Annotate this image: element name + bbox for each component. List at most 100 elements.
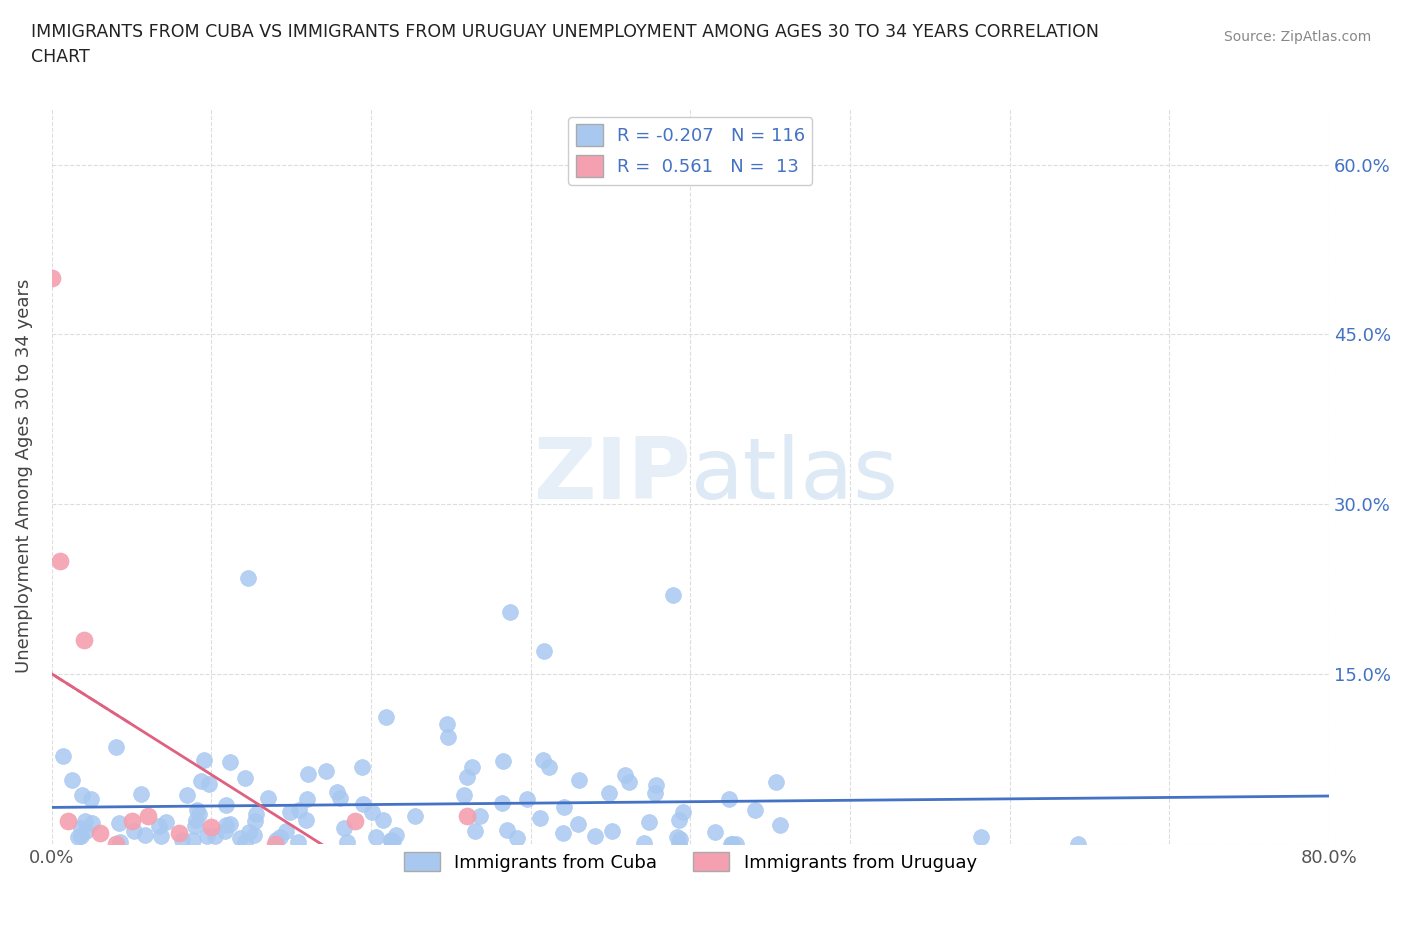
Point xyxy=(765,775,787,790)
Point xyxy=(56,814,79,829)
Point xyxy=(238,570,260,585)
Point xyxy=(382,833,405,848)
Point xyxy=(136,808,159,823)
Point xyxy=(190,774,212,789)
Point xyxy=(344,814,367,829)
Point xyxy=(375,710,398,724)
Point xyxy=(470,809,492,824)
Point xyxy=(41,271,63,286)
Point xyxy=(184,818,207,833)
Point xyxy=(214,824,236,839)
Point xyxy=(108,816,131,830)
Point xyxy=(703,825,725,840)
Point xyxy=(245,807,267,822)
Point xyxy=(744,803,766,817)
Point xyxy=(537,760,560,775)
Point xyxy=(516,791,538,806)
Point xyxy=(124,823,146,838)
Point xyxy=(187,806,209,821)
Point xyxy=(583,829,606,844)
Point xyxy=(1067,836,1090,851)
Point xyxy=(105,739,128,754)
Text: IMMIGRANTS FROM CUBA VS IMMIGRANTS FROM URUGUAY UNEMPLOYMENT AMONG AGES 30 TO 34: IMMIGRANTS FROM CUBA VS IMMIGRANTS FROM … xyxy=(31,23,1099,41)
Point xyxy=(613,767,636,782)
Point xyxy=(48,553,70,568)
Point xyxy=(238,824,260,839)
Point xyxy=(461,760,484,775)
Point xyxy=(721,836,744,851)
Point xyxy=(360,804,382,819)
Point xyxy=(200,819,222,834)
Point xyxy=(352,797,374,812)
Point xyxy=(80,792,103,807)
Point xyxy=(598,785,620,800)
Point xyxy=(204,829,226,844)
Point xyxy=(219,754,242,769)
Point xyxy=(269,830,291,844)
Text: ZIP: ZIP xyxy=(533,434,690,517)
Point xyxy=(66,830,89,844)
Point xyxy=(235,770,257,785)
Point xyxy=(274,824,297,839)
Point xyxy=(529,810,551,825)
Point xyxy=(373,813,395,828)
Point xyxy=(380,833,402,848)
Point xyxy=(264,836,287,851)
Point xyxy=(531,753,554,768)
Point xyxy=(149,829,172,844)
Point xyxy=(235,835,257,850)
Point xyxy=(633,836,655,851)
Point xyxy=(453,788,475,803)
Point xyxy=(436,716,458,731)
Point xyxy=(215,797,238,812)
Point xyxy=(644,786,666,801)
Point xyxy=(197,777,219,791)
Point xyxy=(553,799,575,814)
Point xyxy=(329,790,352,805)
Point xyxy=(404,808,426,823)
Point xyxy=(186,803,208,817)
Point xyxy=(333,820,356,835)
Point xyxy=(297,766,319,781)
Point xyxy=(295,792,318,807)
Point xyxy=(645,777,668,792)
Point xyxy=(108,835,131,850)
Point xyxy=(325,784,347,799)
Point xyxy=(193,752,215,767)
Point xyxy=(969,830,991,844)
Point xyxy=(243,828,266,843)
Point xyxy=(195,829,218,844)
Point xyxy=(73,632,96,647)
Point xyxy=(295,812,318,827)
Text: atlas: atlas xyxy=(690,434,898,517)
Point xyxy=(245,813,267,828)
Point xyxy=(184,813,207,828)
Point xyxy=(52,749,75,764)
Point xyxy=(352,760,374,775)
Point xyxy=(104,836,127,851)
Point xyxy=(506,830,529,845)
Point xyxy=(121,814,143,829)
Point xyxy=(336,835,359,850)
Point xyxy=(551,826,574,841)
Point xyxy=(218,817,240,831)
Point xyxy=(366,830,388,844)
Point xyxy=(638,815,661,830)
Point xyxy=(724,836,747,851)
Point xyxy=(60,772,83,787)
Point xyxy=(661,588,683,603)
Point xyxy=(89,825,111,840)
Point xyxy=(385,828,408,843)
Point xyxy=(567,817,589,831)
Point xyxy=(720,836,742,851)
Point xyxy=(70,821,93,836)
Point xyxy=(129,787,152,802)
Point xyxy=(148,819,170,834)
Point xyxy=(492,753,515,768)
Point xyxy=(380,832,402,847)
Point xyxy=(464,824,486,839)
Point xyxy=(491,796,513,811)
Point xyxy=(181,832,204,847)
Point xyxy=(288,803,311,817)
Point xyxy=(315,764,337,779)
